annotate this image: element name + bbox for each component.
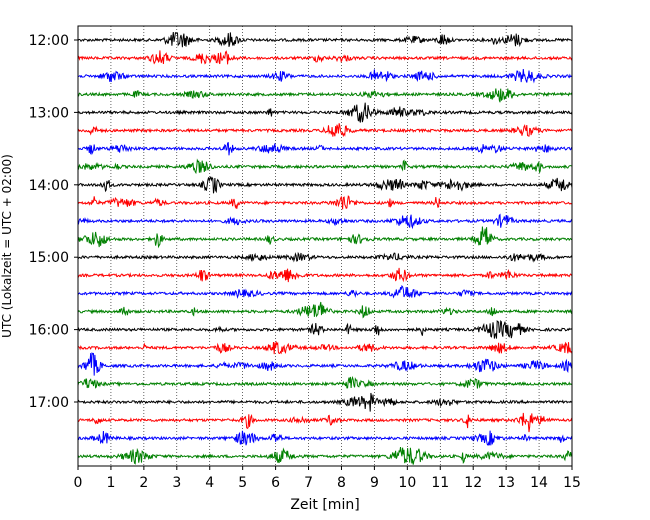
seismic-trace [77, 141, 573, 156]
seismic-trace [77, 226, 573, 249]
x-tick-label: 8 [337, 475, 346, 491]
x-tick-label: 10 [398, 475, 416, 491]
seismic-trace [77, 88, 573, 103]
grid-lines [110, 26, 540, 466]
x-tick-label: 15 [563, 475, 581, 491]
seismic-trace [77, 213, 573, 230]
x-tick-label: 5 [238, 475, 247, 491]
seismic-trace [77, 392, 573, 412]
seismic-trace [77, 319, 573, 339]
x-axis-ticks: 0 1 2 3 4 5 6 7 8 9 10 11 12 13 14 15 [74, 466, 581, 491]
seismic-trace [77, 50, 573, 65]
x-tick-label: 14 [530, 475, 548, 491]
y-axis-ticks: 12:00 13:00 14:00 15:00 16:00 17:00 [29, 33, 78, 411]
x-tick-label: 3 [172, 475, 181, 491]
y-axis-label: UTC (Lokalzeit = UTC + 02:00) [0, 154, 14, 338]
x-tick-label: 9 [370, 475, 379, 491]
seismic-trace [77, 68, 573, 84]
seismic-trace [77, 251, 573, 263]
seismic-traces [77, 31, 573, 465]
seismic-trace [77, 284, 573, 299]
seismic-trace [77, 301, 573, 319]
seismic-trace [78, 412, 573, 433]
y-tick-label: 14:00 [29, 178, 69, 194]
seismic-trace [77, 158, 573, 175]
x-tick-label: 11 [431, 475, 449, 491]
seismic-trace [77, 102, 573, 123]
seismic-trace [77, 176, 573, 194]
seismic-trace [77, 123, 573, 138]
seismic-trace [77, 340, 573, 355]
y-tick-label: 13:00 [29, 105, 69, 121]
x-tick-label: 13 [497, 475, 515, 491]
seismic-trace [77, 195, 573, 210]
plot-frame [77, 25, 573, 467]
x-axis-label: Zeit [min] [290, 497, 359, 513]
y-tick-label: 15:00 [29, 250, 69, 266]
x-tick-label: 0 [74, 475, 83, 491]
seismic-trace [77, 375, 573, 389]
x-tick-label: 2 [139, 475, 148, 491]
x-tick-label: 7 [304, 475, 313, 491]
x-tick-label: 1 [106, 475, 115, 491]
seismic-trace [77, 31, 573, 48]
seismic-trace [77, 430, 573, 446]
seismic-trace [77, 447, 573, 465]
x-tick-label: 6 [271, 475, 280, 491]
y-tick-label: 16:00 [29, 323, 69, 339]
y-tick-label: 12:00 [29, 33, 69, 49]
y-tick-label: 17:00 [29, 395, 69, 411]
x-tick-label: 4 [205, 475, 214, 491]
seismic-trace [77, 267, 573, 283]
x-tick-label: 12 [464, 475, 482, 491]
seismic-trace [77, 351, 573, 376]
